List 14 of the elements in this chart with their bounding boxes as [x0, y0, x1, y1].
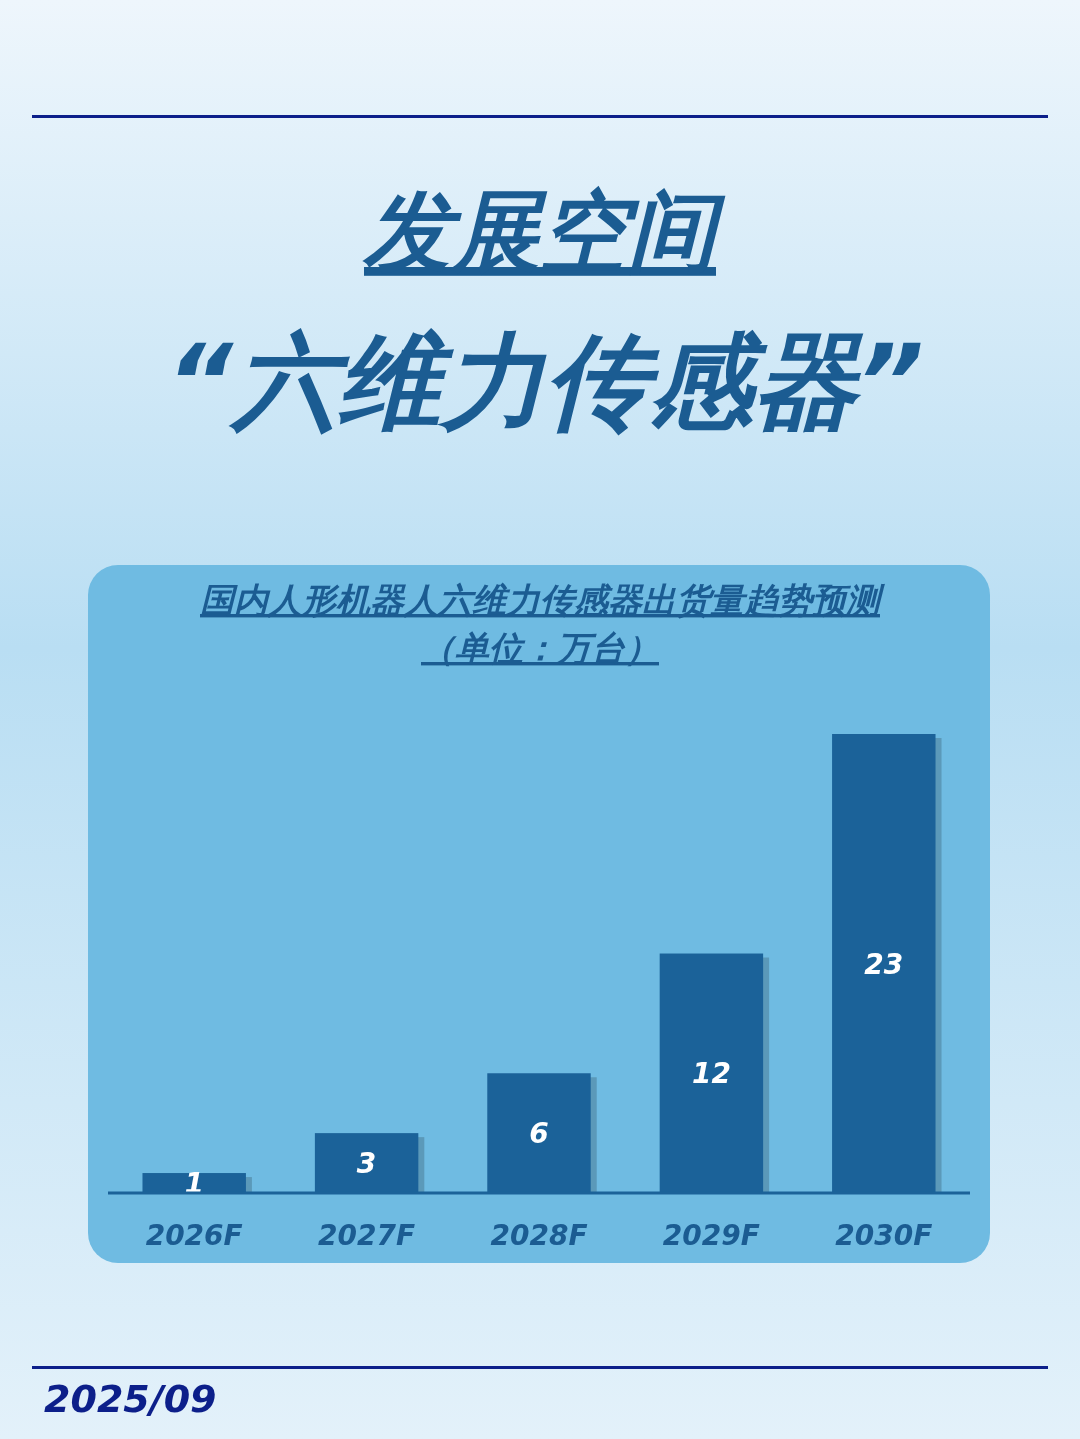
x-tick-label: 2029F	[662, 1219, 760, 1252]
text: 2025/09	[44, 1377, 217, 1421]
text: “六维力传感器”	[166, 321, 924, 443]
x-tick-label: 2026F	[145, 1219, 243, 1252]
data-label: 12	[691, 1057, 731, 1091]
x-tick-label: 2027F	[318, 1219, 416, 1252]
text: 发展空间	[362, 180, 726, 283]
chart-title: 国内人形机器人六维力传感器出货量趋势预测	[200, 580, 886, 620]
data-label: 3	[356, 1147, 377, 1181]
x-tick-label: 2028F	[490, 1219, 588, 1252]
chart-subtitle: （单位：万台）	[421, 628, 659, 668]
x-tick-label: 2030F	[835, 1219, 933, 1252]
data-label: 6	[529, 1117, 549, 1151]
data-label: 23	[864, 947, 904, 981]
